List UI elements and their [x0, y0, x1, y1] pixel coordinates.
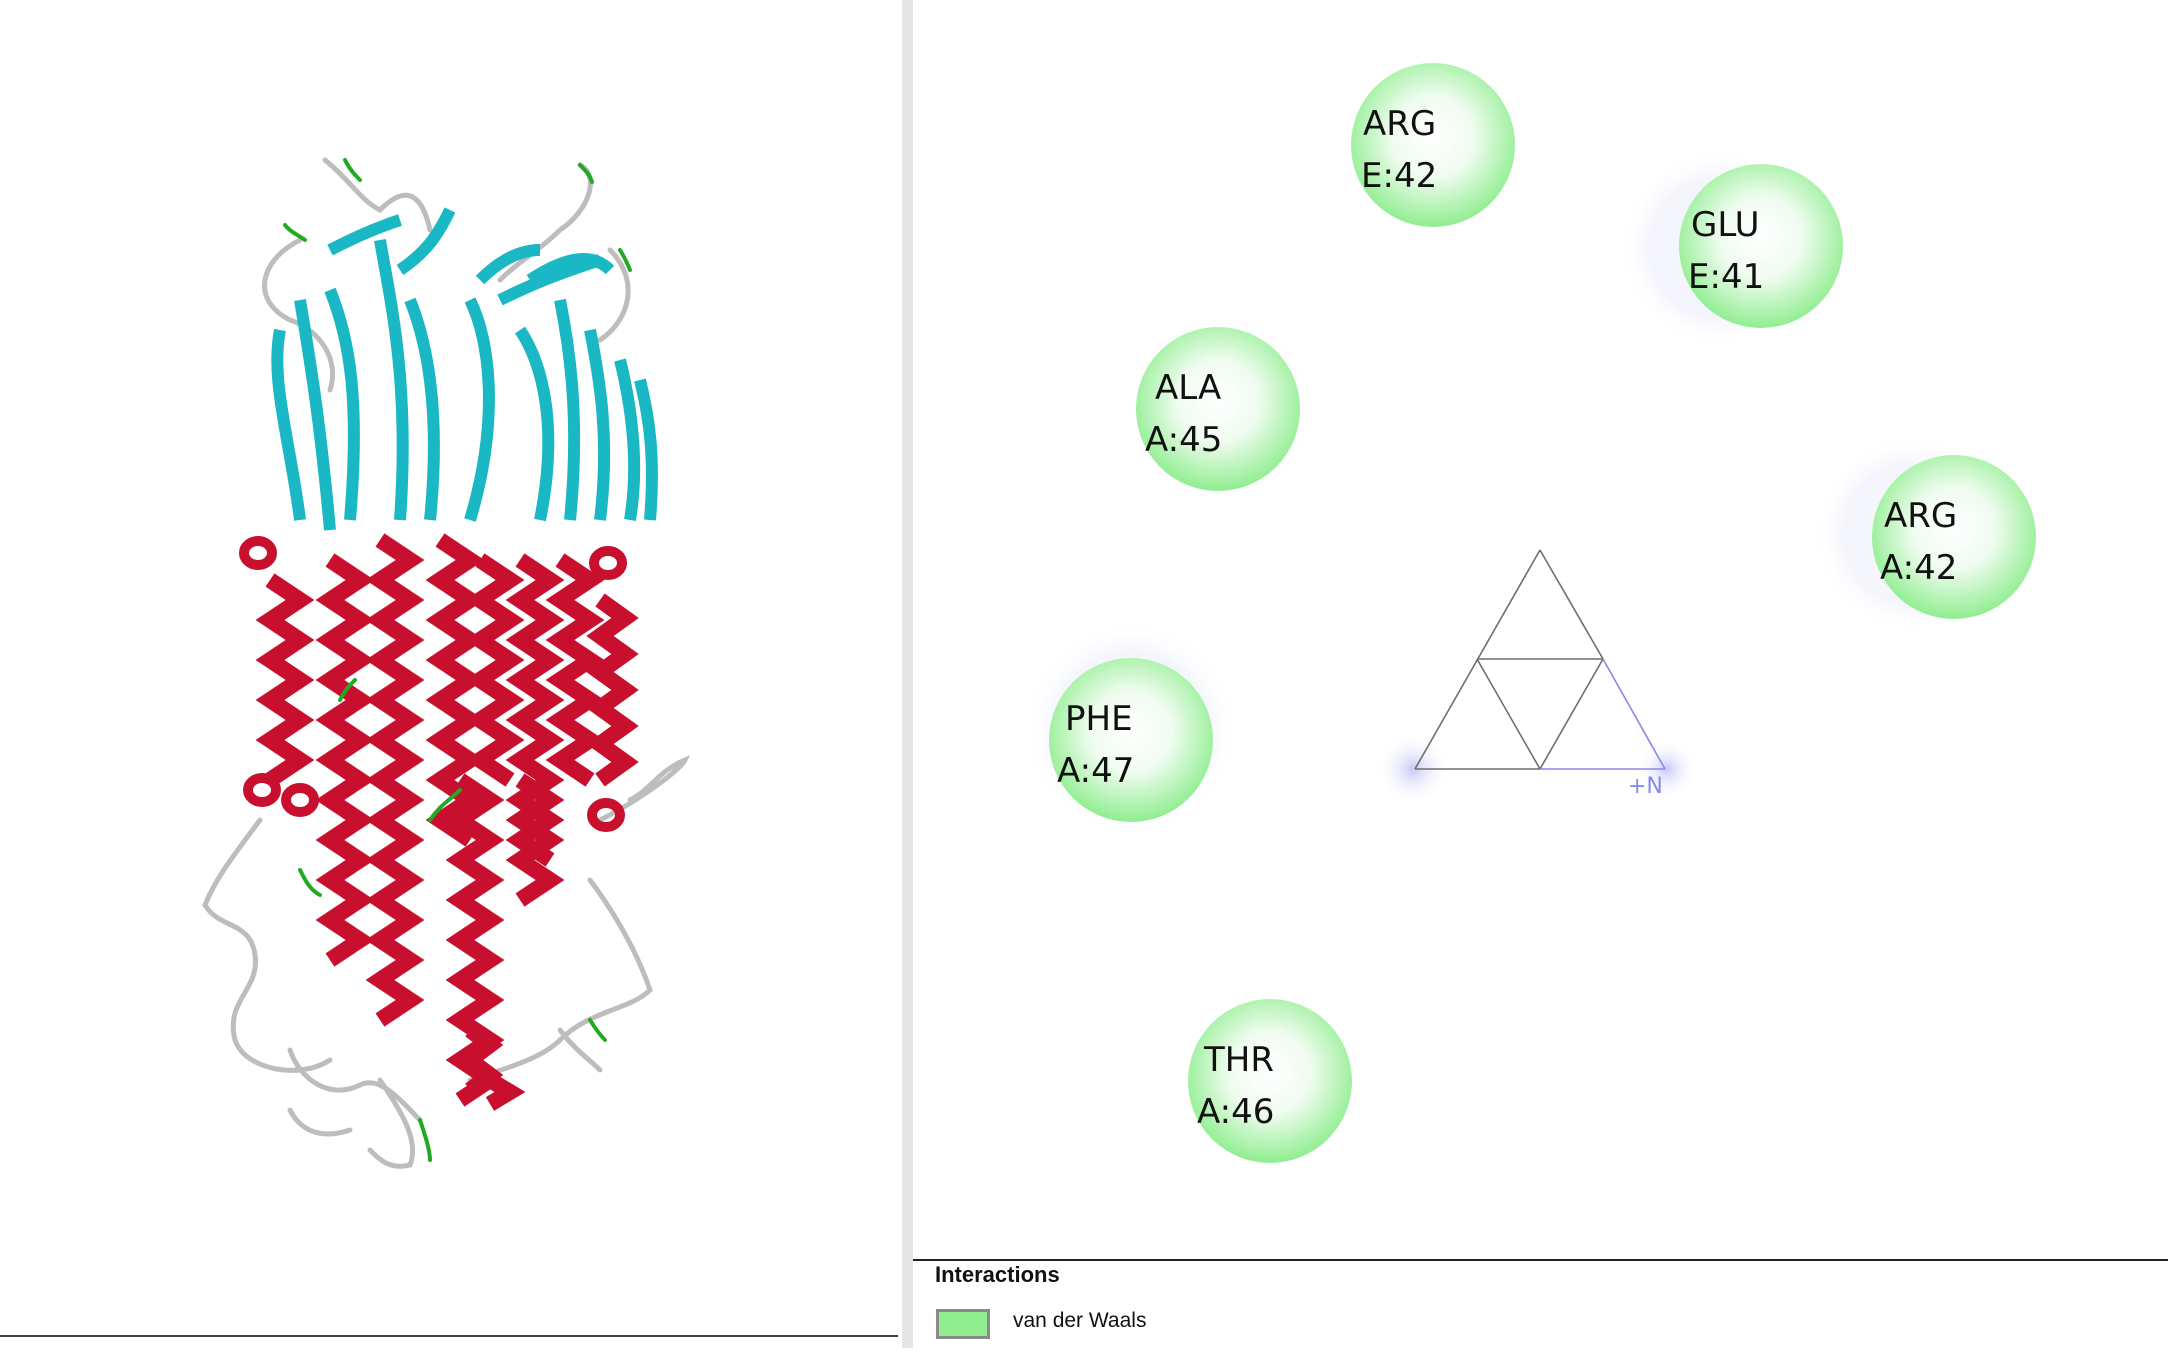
svg-text:A:42: A:42: [1880, 548, 1957, 588]
ligand-bonds: [1414, 549, 1604, 770]
interaction-diagram: ARG E:42 GLU E:41 ALA A:45 ARG A:42 PHE …: [1023, 63, 2036, 1163]
svg-text:THR: THR: [1203, 1040, 1274, 1080]
left-panel-border: [0, 1335, 898, 1337]
svg-text:GLU: GLU: [1691, 205, 1759, 245]
beta-sheets: [271, 207, 658, 531]
protein-ribbon-view: [202, 157, 691, 1169]
ligand-charged-bonds: [1540, 658, 1666, 770]
panel-splitter[interactable]: [902, 0, 913, 1348]
svg-text:A:46: A:46: [1197, 1092, 1274, 1132]
alpha-helices: [255, 533, 639, 1111]
turns: [283, 158, 632, 1162]
residue-PHE-A47[interactable]: PHE A:47: [1049, 658, 1213, 822]
residue-ARG-A42[interactable]: ARG A:42: [1872, 455, 2036, 619]
charge-glow: [1637, 739, 1697, 799]
residue-GLU-E41[interactable]: GLU E:41: [1679, 164, 1843, 328]
helix-caps: [239, 536, 627, 832]
svg-text:ALA: ALA: [1155, 368, 1221, 408]
legend-title: Interactions: [935, 1262, 1060, 1287]
protein-structure-panel[interactable]: [0, 0, 900, 1348]
interaction-diagram-panel[interactable]: ARG E:42 GLU E:41 ALA A:45 ARG A:42 PHE …: [913, 0, 2168, 1348]
svg-text:A:45: A:45: [1145, 420, 1222, 460]
svg-text:E:41: E:41: [1688, 257, 1764, 297]
svg-text:ARG: ARG: [1884, 496, 1957, 536]
charge-label: +N: [1628, 774, 1663, 799]
legend-divider: [913, 1259, 2168, 1261]
charge-glow: [1377, 733, 1449, 805]
residue-ARG-E42[interactable]: ARG E:42: [1351, 63, 1515, 227]
svg-text:E:42: E:42: [1361, 156, 1437, 196]
legend-swatch-vdw: [936, 1309, 990, 1339]
svg-text:PHE: PHE: [1065, 699, 1133, 739]
svg-text:ARG: ARG: [1363, 104, 1436, 144]
residue-ALA-A45[interactable]: ALA A:45: [1136, 327, 1300, 491]
ligand-structure[interactable]: +N: [1377, 549, 1697, 805]
residue-THR-A46[interactable]: THR A:46: [1188, 999, 1352, 1163]
svg-text:A:47: A:47: [1057, 751, 1134, 791]
legend-label-vdw: van der Waals: [1013, 1309, 1147, 1332]
